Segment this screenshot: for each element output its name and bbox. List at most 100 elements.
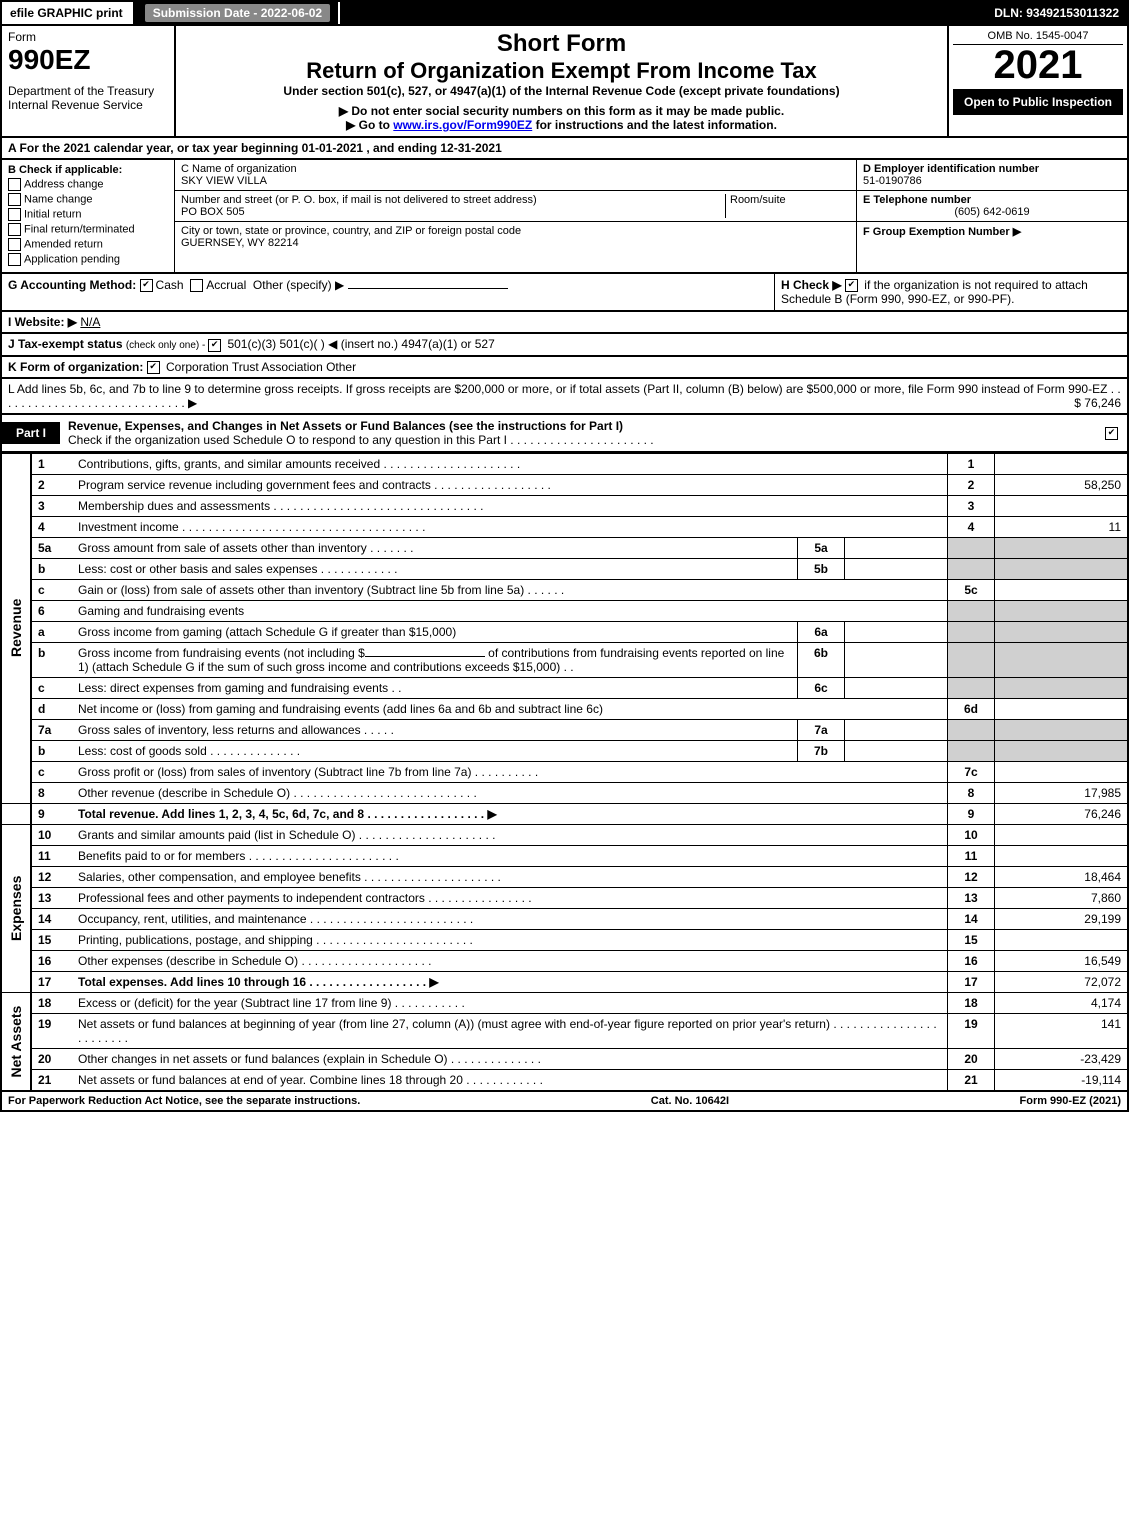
chk-cash[interactable]: [140, 279, 153, 292]
line-6b-val: [845, 642, 948, 677]
goto-link[interactable]: www.irs.gov/Form990EZ: [393, 118, 532, 132]
row-g-h: G Accounting Method: Cash Accrual Other …: [0, 274, 1129, 312]
ein-label: D Employer identification number: [863, 163, 1039, 175]
org-name-cell: C Name of organization SKY VIEW VILLA: [175, 160, 856, 191]
tax-exempt-small: (check only one) -: [126, 340, 208, 351]
lines-table: Revenue 1 Contributions, gifts, grants, …: [0, 453, 1129, 1092]
row-l-text: L Add lines 5b, 6c, and 7b to line 9 to …: [8, 382, 1121, 410]
col-c: C Name of organization SKY VIEW VILLA Nu…: [175, 160, 856, 272]
form-org-options: Corporation Trust Association Other: [166, 360, 356, 374]
subtitle: Under section 501(c), 527, or 4947(a)(1)…: [184, 84, 939, 98]
section-revenue: Revenue: [1, 453, 31, 803]
line-7b-val: [845, 740, 948, 761]
form-word: Form: [8, 30, 168, 44]
form-header: Form 990EZ Department of the Treasury In…: [0, 26, 1129, 138]
line-14-desc: Occupancy, rent, utilities, and maintena…: [72, 908, 948, 929]
line-5b-desc: Less: cost or other basis and sales expe…: [72, 558, 798, 579]
line-3-desc: Membership dues and assessments . . . . …: [72, 495, 948, 516]
line-7b-desc: Less: cost of goods sold . . . . . . . .…: [72, 740, 798, 761]
street-label: Number and street (or P. O. box, if mail…: [181, 194, 721, 206]
phone-value: (605) 642-0619: [863, 206, 1121, 218]
chk-application-pending[interactable]: Application pending: [8, 253, 168, 266]
submission-date: Submission Date - 2022-06-02: [133, 2, 340, 24]
chk-name-change[interactable]: Name change: [8, 193, 168, 206]
tax-year: 2021: [953, 45, 1123, 85]
line-19-amt: 141: [995, 1013, 1129, 1048]
line-6-desc: Gaming and fundraising events: [72, 600, 948, 621]
tax-exempt-options: 501(c)(3) 501(c)( ) ◀ (insert no.) 4947(…: [227, 337, 494, 351]
line-8-amt: 17,985: [995, 782, 1129, 803]
line-17-amt: 72,072: [995, 971, 1129, 992]
line-12-desc: Salaries, other compensation, and employ…: [72, 866, 948, 887]
city-value: GUERNSEY, WY 82214: [181, 237, 850, 249]
line-14-amt: 29,199: [995, 908, 1129, 929]
chk-final-return[interactable]: Final return/terminated: [8, 223, 168, 236]
chk-501c3[interactable]: [208, 339, 221, 352]
line-16-desc: Other expenses (describe in Schedule O) …: [72, 950, 948, 971]
col-de: D Employer identification number 51-0190…: [856, 160, 1127, 272]
line-9-desc: Total revenue. Add lines 1, 2, 3, 4, 5c,…: [72, 803, 948, 824]
city-label: City or town, state or province, country…: [181, 225, 850, 237]
line-20-desc: Other changes in net assets or fund bala…: [72, 1048, 948, 1069]
chk-address-change[interactable]: Address change: [8, 178, 168, 191]
line-18-amt: 4,174: [995, 992, 1129, 1013]
header-right: OMB No. 1545-0047 2021 Open to Public In…: [947, 26, 1127, 136]
chk-amended-return[interactable]: Amended return: [8, 238, 168, 251]
row-i-website: I Website: ▶ N/A: [0, 312, 1129, 334]
line-17-desc: Total expenses. Add lines 10 through 16 …: [72, 971, 948, 992]
accounting-method-label: G Accounting Method:: [8, 278, 136, 292]
line-5a-desc: Gross amount from sale of assets other t…: [72, 537, 798, 558]
schedule-b-check: H Check ▶ if the organization is not req…: [774, 274, 1127, 310]
part-1-title: Revenue, Expenses, and Changes in Net As…: [60, 415, 1105, 451]
form-org-label: K Form of organization:: [8, 360, 143, 374]
city-cell: City or town, state or province, country…: [175, 222, 856, 252]
line-11-desc: Benefits paid to or for members . . . . …: [72, 845, 948, 866]
chk-corporation[interactable]: [147, 361, 160, 374]
line-7a-desc: Gross sales of inventory, less returns a…: [72, 719, 798, 740]
line-13-desc: Professional fees and other payments to …: [72, 887, 948, 908]
row-j-tax-exempt: J Tax-exempt status (check only one) - 5…: [0, 334, 1129, 356]
line-19-desc: Net assets or fund balances at beginning…: [72, 1013, 948, 1048]
line-6a-val: [845, 621, 948, 642]
line-4-amt: 11: [995, 516, 1129, 537]
line-20-amt: -23,429: [995, 1048, 1129, 1069]
chk-accrual[interactable]: [190, 279, 203, 292]
h-label: H Check ▶: [781, 278, 842, 292]
line-16-amt: 16,549: [995, 950, 1129, 971]
footer-center: Cat. No. 10642I: [651, 1095, 729, 1107]
submission-date-label: Submission Date - 2022-06-02: [145, 4, 330, 22]
line-3-amt: [995, 495, 1129, 516]
efile-graphic-print[interactable]: efile GRAPHIC print: [2, 2, 133, 24]
ein-cell: D Employer identification number 51-0190…: [857, 160, 1127, 191]
part-1-checkbox[interactable]: [1105, 426, 1127, 440]
tax-exempt-label: J Tax-exempt status: [8, 337, 123, 351]
group-exemption-cell: F Group Exemption Number ▶: [857, 222, 1127, 241]
row-a-text: A For the 2021 calendar year, or tax yea…: [8, 141, 502, 155]
line-10-desc: Grants and similar amounts paid (list in…: [72, 824, 948, 845]
section-expenses: Expenses: [1, 824, 31, 992]
goto-link-line: ▶ Go to www.irs.gov/Form990EZ for instru…: [184, 118, 939, 132]
website-value: N/A: [80, 315, 100, 329]
line-6d-desc: Net income or (loss) from gaming and fun…: [72, 698, 948, 719]
info-grid: B Check if applicable: Address change Na…: [0, 160, 1129, 274]
top-bar: efile GRAPHIC print Submission Date - 20…: [0, 0, 1129, 26]
col-b-checkboxes: B Check if applicable: Address change Na…: [2, 160, 175, 272]
line-15-amt: [995, 929, 1129, 950]
chk-initial-return[interactable]: Initial return: [8, 208, 168, 221]
form-number: 990EZ: [8, 44, 168, 76]
line-13-amt: 7,860: [995, 887, 1129, 908]
line-7c-amt: [995, 761, 1129, 782]
street-cell: Number and street (or P. O. box, if mail…: [175, 191, 856, 222]
goto-suffix: for instructions and the latest informat…: [536, 118, 777, 132]
chk-schedule-b[interactable]: [845, 279, 858, 292]
do-not-note: ▶ Do not enter social security numbers o…: [184, 104, 939, 118]
open-to-public: Open to Public Inspection: [953, 89, 1123, 115]
line-5b-val: [845, 558, 948, 579]
line-6c-desc: Less: direct expenses from gaming and fu…: [72, 677, 798, 698]
line-5a-val: [845, 537, 948, 558]
line-10-amt: [995, 824, 1129, 845]
line-2-desc: Program service revenue including govern…: [72, 474, 948, 495]
accounting-method: G Accounting Method: Cash Accrual Other …: [2, 274, 774, 310]
line-6a-desc: Gross income from gaming (attach Schedul…: [72, 621, 798, 642]
phone-cell: E Telephone number (605) 642-0619: [857, 191, 1127, 222]
